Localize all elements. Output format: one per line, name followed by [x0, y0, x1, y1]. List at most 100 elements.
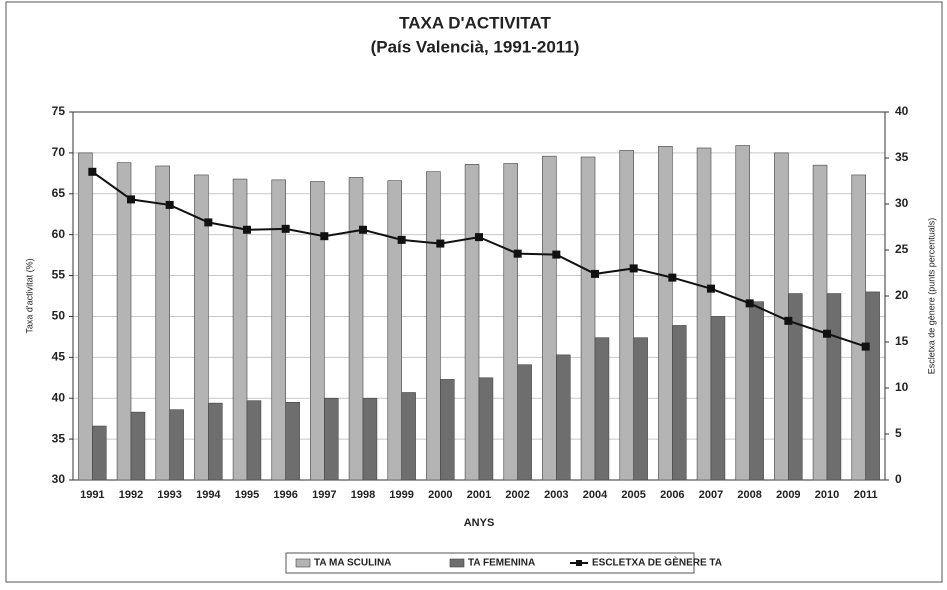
legend-swatch	[449, 558, 465, 568]
bar	[246, 400, 262, 481]
bar	[556, 354, 571, 481]
x-tick-label: 2002	[505, 489, 529, 501]
x-tick-label: 1996	[273, 489, 297, 501]
legend-label: ESCLETXA DE GÈNERE TA	[592, 556, 722, 569]
bar	[464, 164, 480, 481]
bar	[812, 164, 828, 481]
legend-swatch	[295, 558, 311, 568]
x-axis-label: ANYS	[464, 517, 495, 529]
y-tick-label: 40	[52, 390, 66, 404]
y-tick-label: 65	[52, 186, 66, 200]
chart-title: TAXA D'ACTIVITAT	[399, 13, 551, 32]
line-marker	[629, 264, 638, 273]
bar	[826, 293, 842, 481]
y-tick-label: 55	[52, 268, 66, 282]
legend-box	[285, 552, 695, 574]
y2-tick-label: 25	[895, 242, 909, 256]
line-marker	[165, 200, 174, 209]
line-marker	[320, 232, 329, 241]
line-marker	[745, 299, 754, 308]
line-marker	[475, 233, 483, 242]
x-tick-label: 1997	[312, 489, 336, 501]
bar	[362, 397, 378, 481]
x-tick-label: 1999	[389, 489, 413, 501]
bar	[348, 177, 364, 481]
y-tick-label: 70	[52, 145, 66, 159]
bar	[788, 293, 803, 481]
x-tick-label: 2005	[621, 489, 645, 501]
line-marker	[784, 316, 793, 325]
line-marker	[127, 195, 135, 204]
bar	[440, 379, 455, 481]
x-tick-label: 2007	[699, 489, 723, 501]
x-tick-label: 2001	[467, 489, 491, 501]
line-marker	[359, 225, 367, 234]
x-tick-label: 2004	[583, 489, 608, 501]
bar	[672, 325, 687, 481]
legend-label: TA MA SCULINA	[314, 558, 391, 569]
bar	[116, 162, 132, 481]
x-tick-label: 1992	[119, 489, 143, 501]
x-tick-label: 1995	[235, 489, 259, 501]
bar	[594, 337, 610, 481]
y-tick-label: 50	[52, 309, 66, 323]
legend-label: TA FEMENINA	[468, 558, 535, 569]
y2-tick-label: 35	[895, 150, 909, 164]
x-tick-label: 1998	[351, 489, 375, 501]
line-marker	[281, 224, 290, 233]
y2-tick-label: 0	[895, 472, 902, 486]
bar	[310, 181, 325, 481]
chart-subtitle: (País Valencià, 1991-2011)	[371, 37, 580, 56]
bar	[580, 156, 596, 481]
bar	[658, 146, 673, 481]
x-tick-label: 2011	[854, 489, 878, 501]
line-marker	[591, 269, 599, 278]
bar	[324, 397, 339, 481]
line-marker	[552, 250, 561, 259]
bar	[208, 402, 223, 481]
line-marker	[88, 167, 97, 176]
bar	[503, 163, 518, 481]
bar	[851, 174, 866, 481]
y2-tick-label: 10	[895, 380, 909, 394]
bar	[169, 409, 184, 481]
bar	[619, 150, 634, 481]
legend-marker	[576, 560, 582, 566]
x-tick-label: 1991	[80, 489, 104, 501]
bar	[633, 337, 648, 481]
bar	[542, 155, 557, 481]
y-tick-label: 35	[52, 431, 66, 445]
line-marker	[861, 342, 870, 351]
x-tick-label: 2008	[737, 489, 761, 501]
y-tick-label: 60	[52, 227, 66, 241]
line-marker	[436, 239, 445, 248]
x-tick-label: 2009	[776, 489, 800, 501]
x-tick-label: 2003	[544, 489, 568, 501]
x-tick-label: 1993	[157, 489, 181, 501]
bar	[285, 402, 300, 481]
y2-tick-label: 5	[895, 426, 902, 440]
x-tick-label: 2010	[815, 489, 839, 501]
line-marker	[397, 235, 406, 244]
bar	[387, 180, 402, 481]
bar	[92, 425, 107, 481]
bar	[78, 152, 93, 481]
bar	[865, 291, 880, 481]
line-marker	[668, 273, 677, 282]
y2-tick-label: 20	[895, 288, 909, 302]
y2-tick-label: 40	[895, 104, 909, 118]
x-tick-label: 1994	[196, 489, 221, 501]
line-marker	[707, 284, 715, 293]
line-marker	[513, 249, 522, 258]
bar	[130, 411, 146, 481]
line-marker	[243, 225, 251, 234]
line-marker	[204, 218, 213, 227]
y2-tick-label: 15	[895, 334, 909, 348]
bar	[194, 174, 209, 481]
bar	[155, 165, 170, 481]
bar	[696, 147, 712, 481]
x-tick-label: 2006	[660, 489, 684, 501]
bar	[710, 316, 726, 481]
bar	[426, 171, 441, 481]
